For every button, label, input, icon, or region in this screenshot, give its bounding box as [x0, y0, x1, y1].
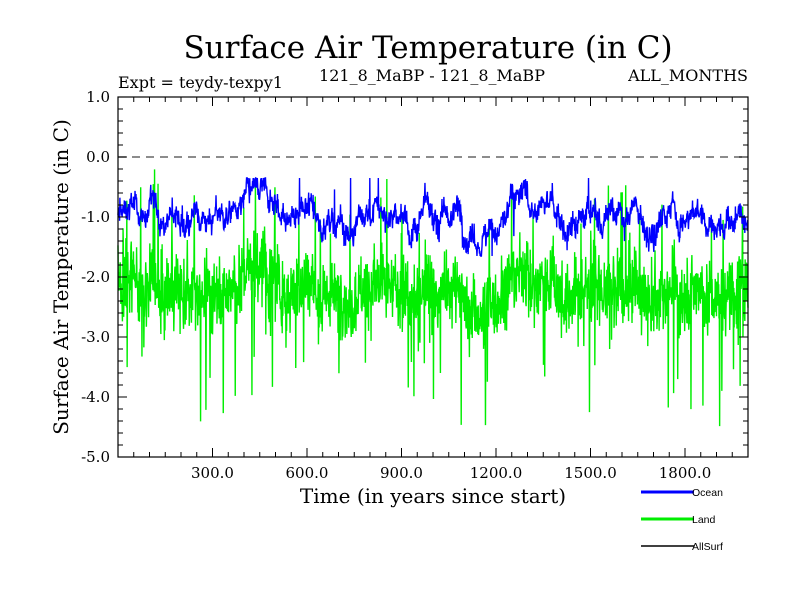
y-tick-label-1: -4.0: [81, 388, 110, 406]
x-tick-label-2: 900.0: [380, 464, 423, 482]
x-tick-label-1: 600.0: [286, 464, 329, 482]
y-axis-label: Surface Air Temperature (in C): [49, 119, 73, 435]
series-ocean: [117, 176, 749, 257]
x-tick-label-4: 1500.0: [564, 464, 617, 482]
land-line: [117, 169, 749, 427]
y-tick-label-3: -2.0: [81, 268, 110, 286]
x-tick-label-5: 1800.0: [659, 464, 712, 482]
legend-label-allsurf: AllSurf: [692, 541, 723, 553]
x-tick-label-3: 1200.0: [470, 464, 523, 482]
ocean-line: [117, 176, 749, 257]
subtitle-center: 121_8_MaBP - 121_8_MaBP: [319, 66, 545, 85]
chart-title: Surface Air Temperature (in C): [183, 30, 672, 66]
axis-ticks: [118, 96, 748, 458]
y-tick-label-2: -3.0: [81, 328, 110, 346]
series-land: [117, 169, 749, 427]
y-tick-label-4: -1.0: [81, 208, 110, 226]
y-tick-labels: -5.0 -4.0 -3.0 -2.0 -1.0 0.0 1.0: [81, 88, 110, 466]
x-tick-labels: 300.0 600.0 900.0 1200.0 1500.0 1800.0: [191, 464, 711, 482]
legend-label-land: Land: [692, 514, 716, 526]
subtitle-right: ALL_MONTHS: [627, 66, 748, 85]
subtitle-left: Expt = teydy-texpy1: [118, 73, 283, 92]
x-axis-label: Time (in years since start): [300, 484, 566, 508]
y-tick-label-6: 1.0: [86, 88, 110, 106]
legend: Ocean Land AllSurf: [641, 487, 723, 553]
x-tick-label-0: 300.0: [191, 464, 234, 482]
legend-label-ocean: Ocean: [692, 487, 723, 499]
y-tick-label-0: -5.0: [81, 448, 110, 466]
y-tick-label-5: 0.0: [86, 148, 110, 166]
